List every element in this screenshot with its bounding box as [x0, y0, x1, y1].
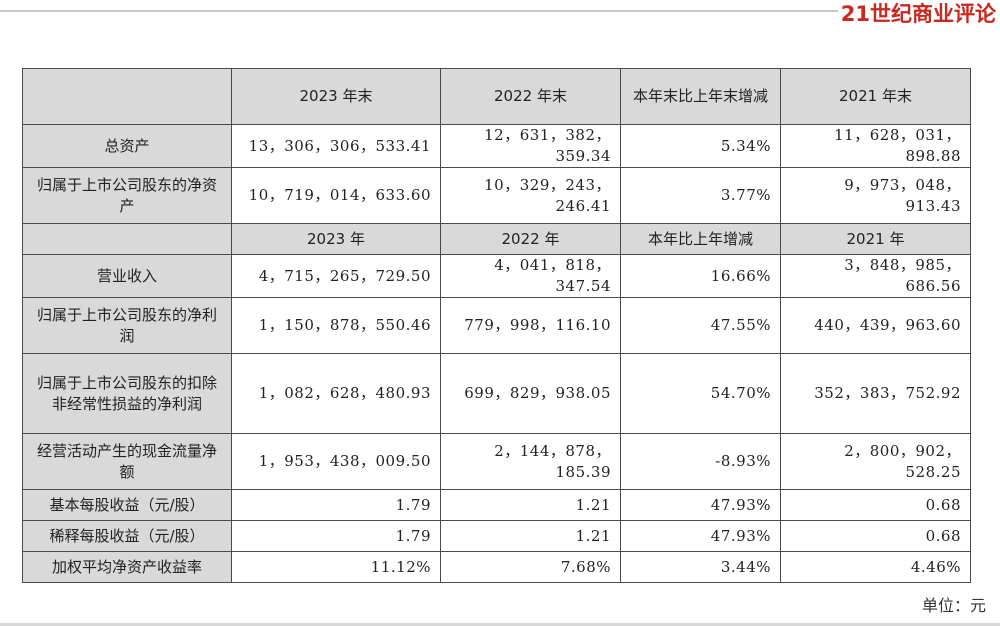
value-cell: 11.12%: [231, 551, 441, 583]
value-cell: 5.34%: [620, 124, 781, 168]
column-header: 本年末比上年末增减: [620, 68, 781, 125]
value-cell: 4，041，818，347.54: [440, 254, 621, 298]
row-label: 经营活动产生的现金流量净额: [22, 433, 232, 490]
value-cell: 1，082，628，480.93: [231, 353, 441, 434]
table-row: 经营活动产生的现金流量净额 1，953，438，009.50 2，144，878…: [22, 433, 971, 490]
value-cell: 1.21: [440, 489, 621, 521]
column-header: 2021 年末: [780, 68, 971, 125]
value-cell: 1，953，438，009.50: [231, 433, 441, 490]
value-cell: 3，848，985，686.56: [780, 254, 971, 298]
value-cell: 1.79: [231, 520, 441, 552]
row-label: 归属于上市公司股东的扣除非经常性损益的净利润: [22, 353, 232, 434]
value-cell: 2，144，878，185.39: [440, 433, 621, 490]
value-cell: 440，439，963.60: [780, 297, 971, 354]
value-cell: 54.70%: [620, 353, 781, 434]
value-cell: 0.68: [780, 489, 971, 521]
value-cell: 2，800，902，528.25: [780, 433, 971, 490]
header-corner-cell: [22, 68, 232, 125]
row-label: 加权平均净资产收益率: [22, 551, 232, 583]
table-row: 归属于上市公司股东的净资产 10，719，014，633.60 10，329，2…: [22, 167, 971, 224]
row-label: 营业收入: [22, 254, 232, 298]
value-cell: 10，719，014，633.60: [231, 167, 441, 224]
value-cell: 47.55%: [620, 297, 781, 354]
table-row: 归属于上市公司股东的扣除非经常性损益的净利润 1，082，628，480.93 …: [22, 353, 971, 434]
table-row: 总资产 13，306，306，533.41 12，631，382，359.34 …: [22, 124, 971, 168]
bottom-divider: [0, 623, 1000, 626]
row-label: 总资产: [22, 124, 232, 168]
value-cell: 9，973，048，913.43: [780, 167, 971, 224]
column-header: 2023 年: [231, 223, 441, 255]
value-cell: 12，631，382，359.34: [440, 124, 621, 168]
row-label: 基本每股收益（元/股）: [22, 489, 232, 521]
table-row: 加权平均净资产收益率 11.12% 7.68% 3.44% 4.46%: [22, 551, 971, 583]
value-cell: -8.93%: [620, 433, 781, 490]
table-row: 稀释每股收益（元/股） 1.79 1.21 47.93% 0.68: [22, 520, 971, 552]
column-header: 2022 年末: [440, 68, 621, 125]
table-row: 营业收入 4，715，265，729.50 4，041，818，347.54 1…: [22, 254, 971, 298]
column-header: 2022 年: [440, 223, 621, 255]
value-cell: 0.68: [780, 520, 971, 552]
value-cell: 47.93%: [620, 489, 781, 521]
value-cell: 47.93%: [620, 520, 781, 552]
value-cell: 699，829，938.05: [440, 353, 621, 434]
value-cell: 13，306，306，533.41: [231, 124, 441, 168]
value-cell: 352，383，752.92: [780, 353, 971, 434]
value-cell: 1.21: [440, 520, 621, 552]
financial-summary-table: 2023 年末 2022 年末 本年末比上年末增减 2021 年末 总资产 13…: [22, 68, 971, 583]
column-header: 2023 年末: [231, 68, 441, 125]
top-divider: [0, 10, 838, 12]
row-label: 归属于上市公司股东的净利润: [22, 297, 232, 354]
value-cell: 779，998，116.10: [440, 297, 621, 354]
unit-note: 单位：元: [921, 596, 986, 615]
value-cell: 4，715，265，729.50: [231, 254, 441, 298]
section2-header-row: 2023 年 2022 年 本年比上年增减 2021 年: [22, 223, 971, 255]
value-cell: 3.77%: [620, 167, 781, 224]
value-cell: 4.46%: [780, 551, 971, 583]
column-header: 2021 年: [780, 223, 971, 255]
row-label: 归属于上市公司股东的净资产: [22, 167, 232, 224]
value-cell: 7.68%: [440, 551, 621, 583]
value-cell: 3.44%: [620, 551, 781, 583]
row-label: 稀释每股收益（元/股）: [22, 520, 232, 552]
column-header: 本年比上年增减: [620, 223, 781, 255]
value-cell: 1，150，878，550.46: [231, 297, 441, 354]
value-cell: 1.79: [231, 489, 441, 521]
value-cell: 16.66%: [620, 254, 781, 298]
header-corner-cell: [22, 223, 232, 255]
brand-logo: 21世纪商业评论: [840, 2, 996, 26]
value-cell: 10，329，243，246.41: [440, 167, 621, 224]
table-row: 基本每股收益（元/股） 1.79 1.21 47.93% 0.68: [22, 489, 971, 521]
table-row: 归属于上市公司股东的净利润 1，150，878，550.46 779，998，1…: [22, 297, 971, 354]
value-cell: 11，628，031，898.88: [780, 124, 971, 168]
section1-header-row: 2023 年末 2022 年末 本年末比上年末增减 2021 年末: [22, 68, 971, 125]
